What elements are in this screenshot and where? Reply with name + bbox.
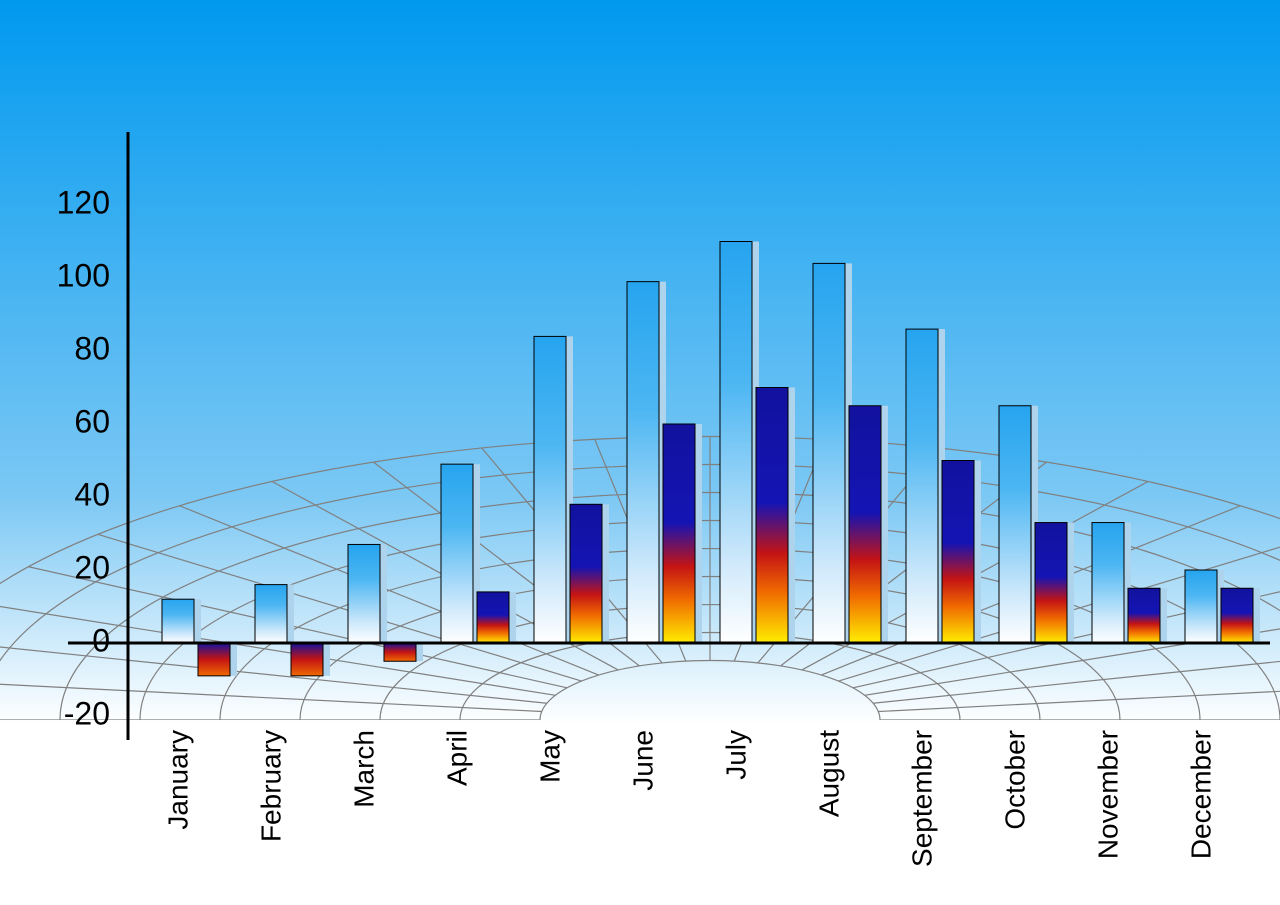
secondary-bar — [570, 504, 602, 643]
primary-bar — [255, 585, 287, 643]
secondary-bar — [291, 643, 323, 676]
y-tick-label: 40 — [74, 476, 110, 512]
bar-chart: -20 0 20 40 60 80 100 120 January February March A… — [0, 0, 1280, 905]
secondary-bar — [198, 643, 230, 676]
y-tick-label: -20 — [64, 695, 110, 731]
y-tick-label: 0 — [92, 622, 110, 658]
x-tick-label: August — [813, 730, 844, 817]
secondary-bar — [849, 406, 881, 643]
chart-container: -20 0 20 40 60 80 100 120 January February March A… — [0, 0, 1280, 905]
secondary-bar — [1221, 588, 1253, 643]
y-tick-label: 120 — [57, 184, 110, 220]
secondary-bar — [384, 643, 416, 661]
primary-bar — [813, 263, 845, 643]
secondary-bar — [1128, 588, 1160, 643]
x-tick-label: February — [255, 730, 286, 842]
x-tick-label: July — [720, 730, 751, 780]
primary-bar — [627, 282, 659, 643]
y-tick-label: 60 — [74, 403, 110, 439]
primary-bar — [162, 599, 194, 643]
primary-bar — [1092, 523, 1124, 643]
y-tick-label: 80 — [74, 330, 110, 366]
secondary-bar — [477, 592, 509, 643]
primary-bar — [720, 242, 752, 644]
primary-bar — [1185, 570, 1217, 643]
primary-bar — [999, 406, 1031, 643]
primary-bar — [348, 544, 380, 643]
y-tick-label: 100 — [57, 257, 110, 293]
x-tick-label: June — [627, 730, 658, 791]
primary-bar — [534, 336, 566, 643]
x-tick-label: April — [441, 730, 472, 786]
secondary-bar — [663, 424, 695, 643]
x-tick-label: March — [348, 730, 379, 808]
x-tick-label: May — [534, 730, 565, 783]
secondary-bar — [942, 461, 974, 644]
primary-bar — [906, 329, 938, 643]
y-tick-label: 20 — [74, 549, 110, 585]
x-tick-label: December — [1185, 730, 1216, 859]
x-tick-label: September — [906, 730, 937, 867]
x-tick-label: November — [1092, 730, 1123, 859]
primary-bar — [441, 464, 473, 643]
x-tick-label: October — [999, 730, 1030, 830]
x-tick-label: January — [162, 730, 193, 830]
secondary-bar — [756, 388, 788, 644]
secondary-bar — [1035, 523, 1067, 643]
